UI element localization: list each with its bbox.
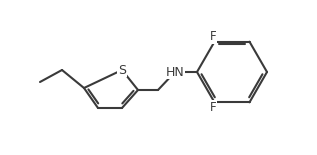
- Text: S: S: [118, 64, 126, 77]
- Text: HN: HN: [165, 66, 184, 78]
- Text: F: F: [210, 101, 217, 114]
- Text: F: F: [210, 30, 217, 43]
